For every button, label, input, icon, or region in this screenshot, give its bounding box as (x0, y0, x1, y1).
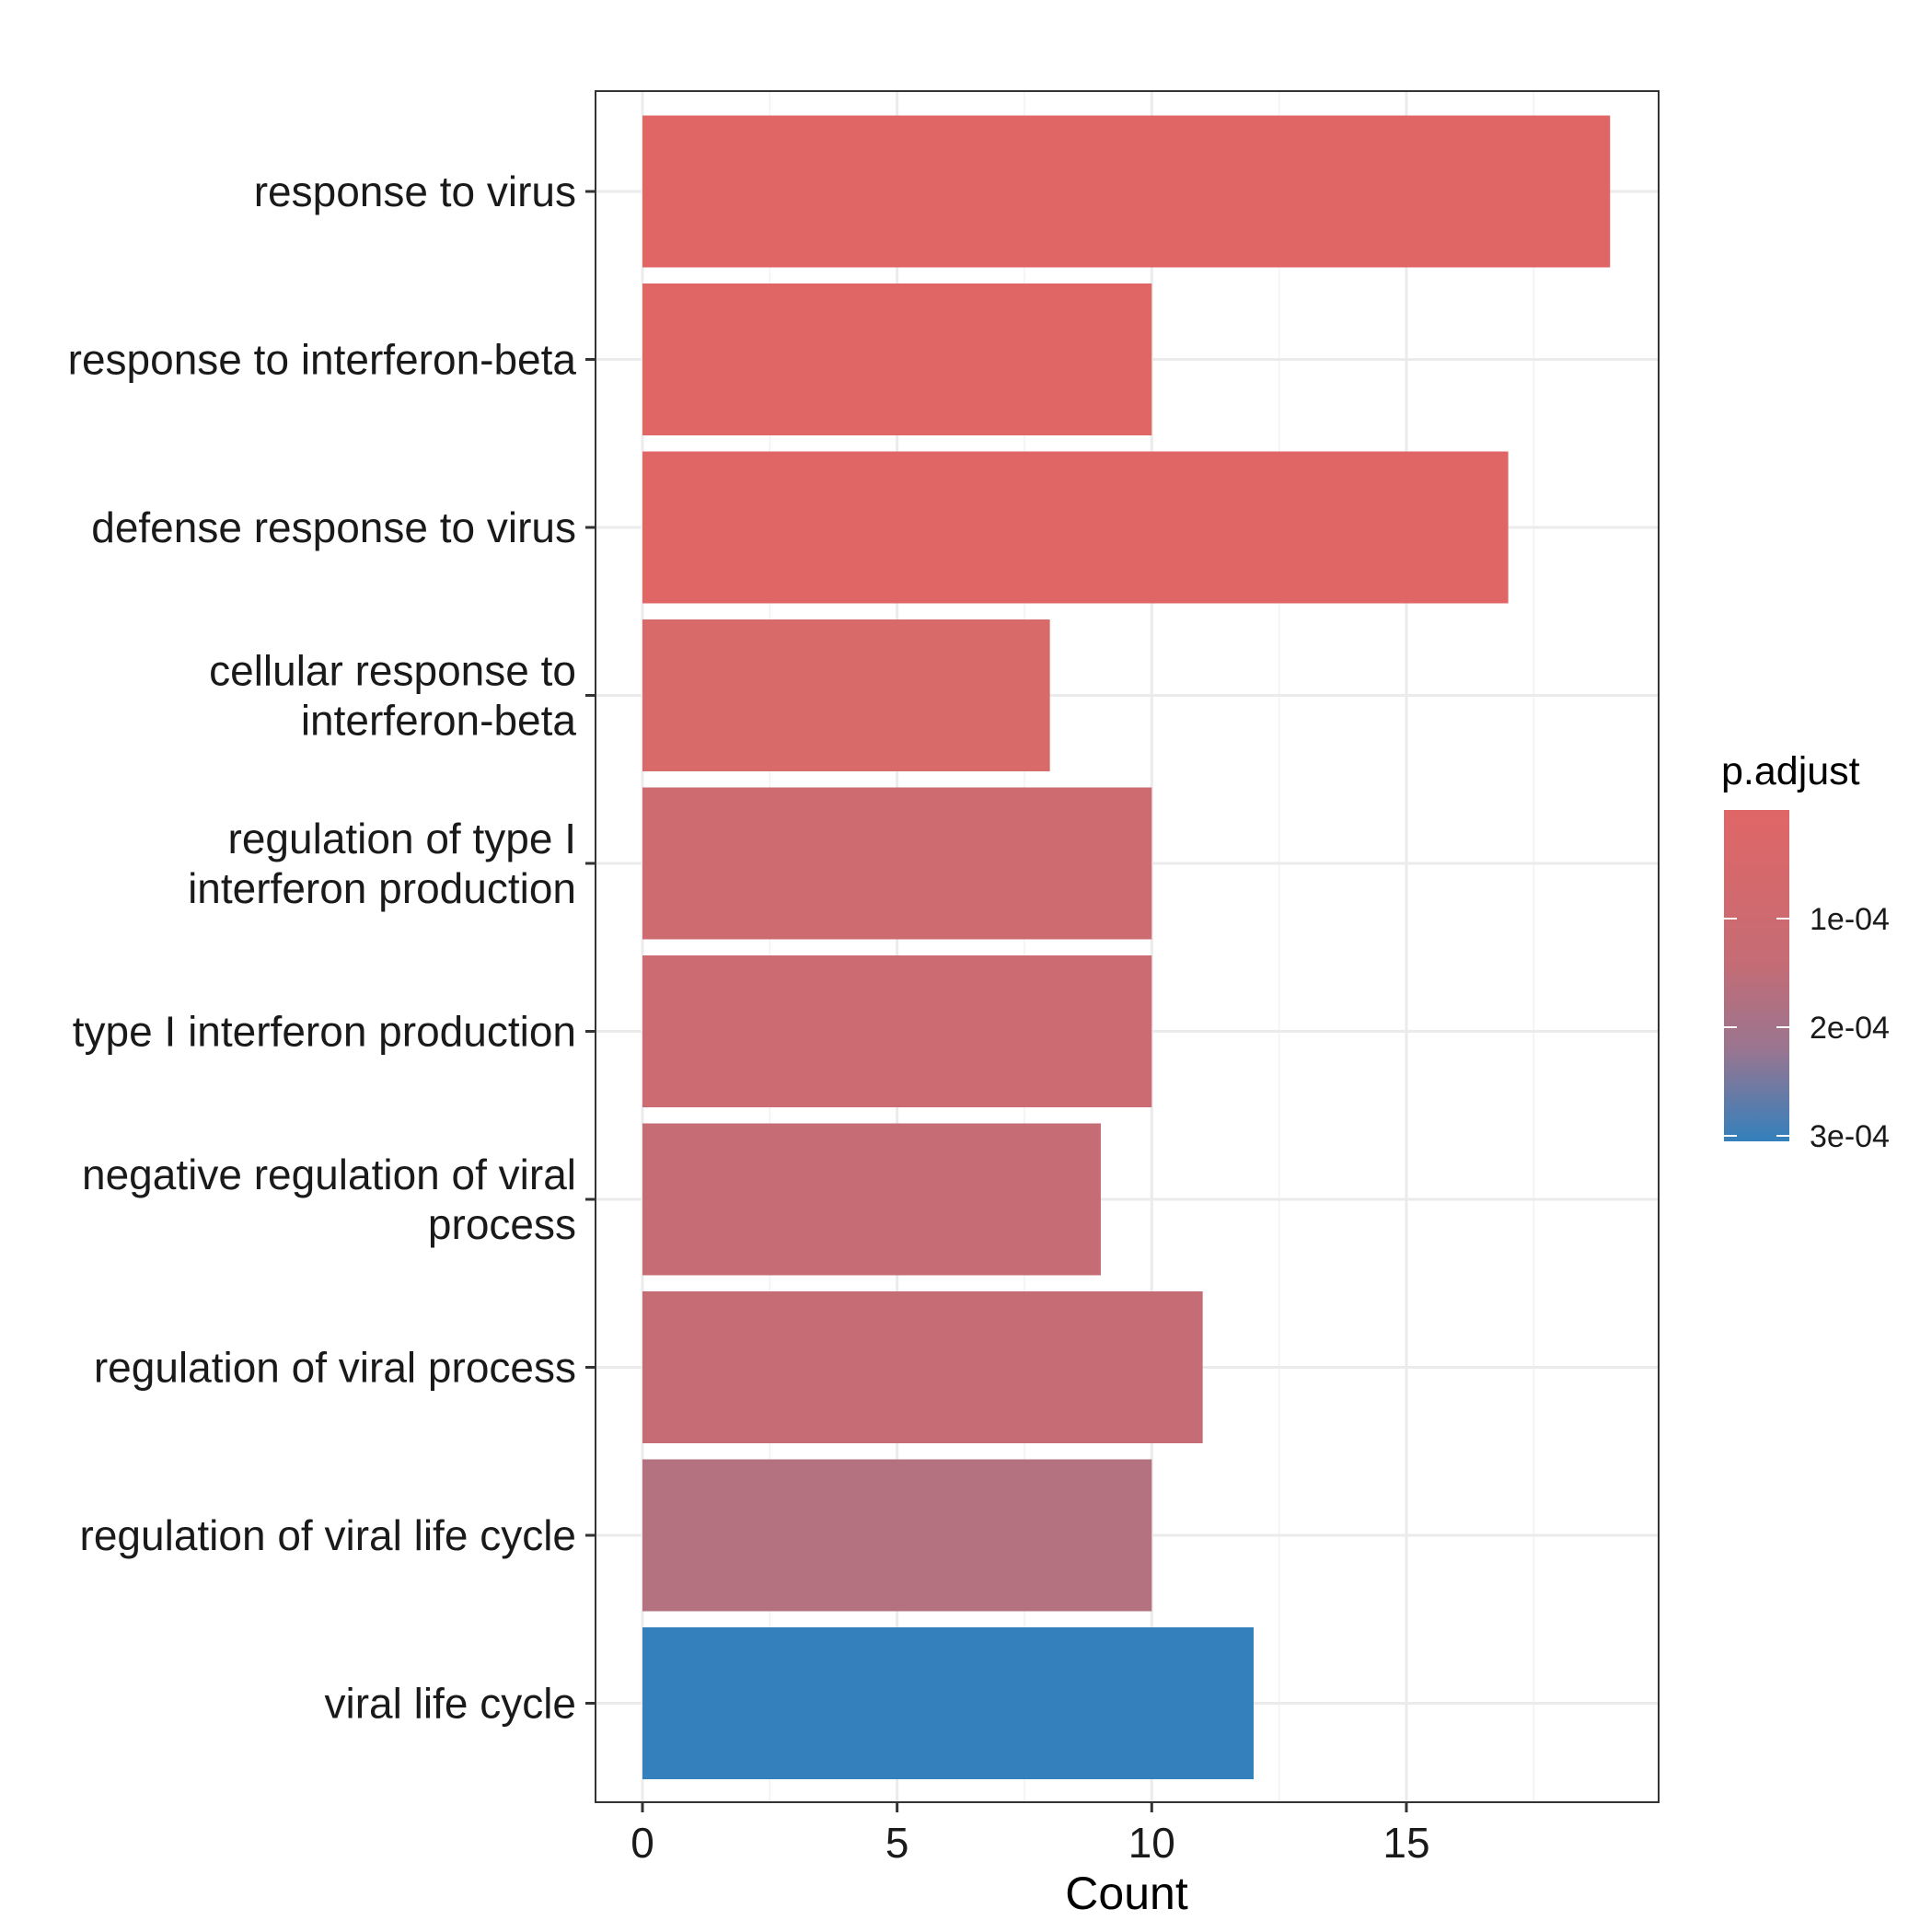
category-label-line: response to interferon-beta (68, 336, 577, 384)
x-tick-label: 10 (1128, 1819, 1175, 1867)
x-axis: 0 5 10 15 (631, 1802, 1430, 1867)
category-label: cellular response to interferon-beta (209, 647, 576, 745)
bar (642, 787, 1152, 940)
legend-tick-label: 1e-04 (1810, 902, 1890, 937)
category-label: viral life cycle (324, 1680, 576, 1728)
legend-colorbar (1724, 810, 1789, 1141)
category-label-line: response to virus (254, 168, 576, 215)
bar (642, 1123, 1101, 1276)
plot-panel-border (595, 90, 1660, 1803)
category-label-line: defense response to virus (91, 503, 576, 551)
bar (642, 1291, 1203, 1443)
bar (642, 283, 1152, 435)
category-label: type I interferon production (73, 1008, 576, 1056)
category-label-line: regulation of viral process (94, 1344, 576, 1392)
x-tick-label: 0 (631, 1819, 654, 1867)
category-label-line: regulation of viral life cycle (80, 1511, 576, 1559)
category-label-line: interferon-beta (301, 697, 577, 745)
category-label: negative regulation of viral process (82, 1151, 576, 1248)
category-label-line: cellular response to (209, 647, 576, 695)
y-axis: response to virus response to interferon-… (68, 168, 596, 1728)
category-label: response to interferon-beta (68, 336, 577, 384)
legend: p.adjust 1e-04 2e-04 3e-04 (1721, 749, 1890, 1154)
category-label-line: viral life cycle (324, 1680, 576, 1728)
category-label: defense response to virus (91, 503, 576, 551)
legend-ticks: 1e-04 2e-04 3e-04 (1724, 902, 1890, 1154)
bar (642, 1459, 1152, 1612)
category-label-line: type I interferon production (73, 1008, 576, 1056)
bar (642, 1627, 1254, 1779)
x-tick-label: 15 (1382, 1819, 1429, 1867)
bar (642, 115, 1611, 268)
category-label: regulation of viral process (94, 1344, 576, 1392)
category-label-line: interferon production (188, 864, 576, 912)
bar (642, 619, 1050, 771)
legend-tick-label: 3e-04 (1810, 1119, 1890, 1154)
category-label: response to virus (254, 168, 576, 215)
legend-tick-label: 2e-04 (1810, 1011, 1890, 1046)
bar (642, 451, 1509, 604)
x-tick-label: 5 (885, 1819, 909, 1867)
bars (642, 115, 1611, 1779)
category-label-line: process (428, 1200, 576, 1248)
category-label-line: regulation of type I (228, 815, 576, 862)
category-label-line: negative regulation of viral (82, 1151, 576, 1198)
x-axis-title: Count (1065, 1868, 1188, 1919)
legend-title: p.adjust (1721, 749, 1860, 793)
bar (642, 955, 1152, 1107)
category-label: regulation of viral life cycle (80, 1511, 576, 1559)
